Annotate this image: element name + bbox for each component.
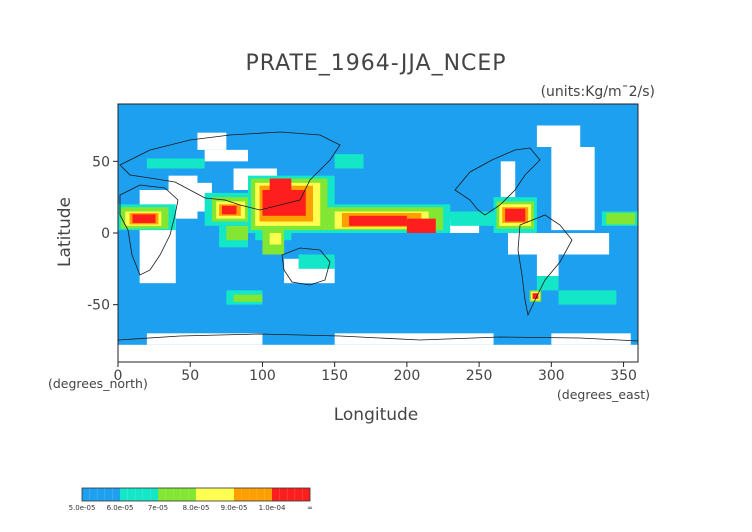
chart-title: PRATE_1964-JJA_NCEP <box>245 51 506 76</box>
precip-cell-level-5 <box>132 214 156 223</box>
below-threshold-cell <box>334 333 494 345</box>
precip-cell-level-5 <box>406 218 436 233</box>
colorbar-label: 5.0e-05 <box>69 504 96 512</box>
coastline-layer <box>117 131 639 342</box>
colorbar-label: ∞ <box>307 504 313 512</box>
coastline-antarctica <box>117 333 639 342</box>
x-tick-label: 350 <box>610 368 637 384</box>
precip-cell-level-2 <box>226 225 248 241</box>
coastline-australia <box>281 247 331 286</box>
precip-cell-level-1 <box>450 211 494 226</box>
colorbar-label: 8.0e-05 <box>183 504 210 512</box>
colorbar-swatch <box>196 488 234 501</box>
below-threshold-cell <box>118 344 638 362</box>
y-tick-label: 0 <box>101 226 110 242</box>
x-tick-label: 300 <box>538 368 565 384</box>
below-threshold-cell <box>536 254 559 276</box>
x-unit-label: (degrees_east) <box>557 387 650 402</box>
colorbar-label: 9.0e-05 <box>221 504 248 512</box>
precip-cell-level-1 <box>298 254 335 269</box>
colorbar-swatch <box>120 488 158 501</box>
x-tick-label: 0 <box>114 368 123 384</box>
y-axis-label: Latitude <box>55 197 75 267</box>
precip-cell-level-5 <box>222 205 237 215</box>
plot-area <box>117 103 639 363</box>
below-threshold-cell <box>536 125 581 147</box>
colorbar: 5.0e-05 6.0e-05 7e-05 8.0e-05 9.0e-05 1.0e-04… <box>69 487 313 512</box>
colorbar-swatch <box>158 488 196 501</box>
below-threshold-cell <box>551 147 595 231</box>
colorbar-swatch <box>82 488 120 501</box>
x-tick-label: 250 <box>466 368 493 384</box>
y-tick-label: -50 <box>87 298 110 314</box>
y-tick-label: 50 <box>92 154 110 170</box>
below-threshold-cell <box>204 149 248 162</box>
below-threshold-cell <box>197 132 227 150</box>
below-threshold-cell <box>548 233 588 241</box>
precip-cell-level-5 <box>505 208 526 222</box>
precip-cell-level-5 <box>349 215 407 226</box>
below-threshold-cell <box>551 333 631 345</box>
coastline-north-america <box>454 147 541 216</box>
x-tick-label: 150 <box>321 368 348 384</box>
units-label: (units:Kg/m¯2/s) <box>541 84 655 100</box>
x-tick-label: 50 <box>181 368 199 384</box>
x-tick-label: 200 <box>394 368 421 384</box>
precip-cell-level-5 <box>269 178 292 193</box>
x-axis-label: Longitude <box>334 405 419 425</box>
coastline-africa <box>119 184 179 276</box>
x-tick-label: 100 <box>249 368 276 384</box>
colorbar-frame <box>81 487 311 502</box>
colorbar-swatch <box>234 488 272 501</box>
precip-cell-level-3 <box>269 233 282 245</box>
colorbar-label: 6.0e-05 <box>107 504 134 512</box>
x-axis-ticks: 0 50 100 150 200 250 300 350 <box>114 362 637 384</box>
precip-cell-level-5 <box>262 190 306 216</box>
colorbar-label: 1.0e-04 <box>259 504 286 512</box>
y-unit-label: (degrees_north) <box>48 376 148 391</box>
precip-cell-level-1 <box>146 158 205 169</box>
colorbar-label: 7e-05 <box>148 504 168 512</box>
colorbar-swatch <box>272 488 310 501</box>
precip-cell-level-2 <box>606 212 636 225</box>
y-axis-ticks: -50 0 50 <box>87 154 118 314</box>
precip-cells <box>118 125 638 362</box>
precip-cell-level-2 <box>233 294 263 302</box>
precip-cell-level-1 <box>334 154 364 169</box>
precip-cell-level-1 <box>558 290 617 305</box>
coastline-eurasia <box>119 131 341 211</box>
below-threshold-cell <box>500 161 516 198</box>
precip-cell-level-5 <box>532 293 539 299</box>
below-threshold-cell <box>146 333 263 345</box>
below-threshold-cell <box>522 233 566 255</box>
precip-cell-level-1 <box>536 276 559 291</box>
coastline-south-america <box>517 214 573 317</box>
